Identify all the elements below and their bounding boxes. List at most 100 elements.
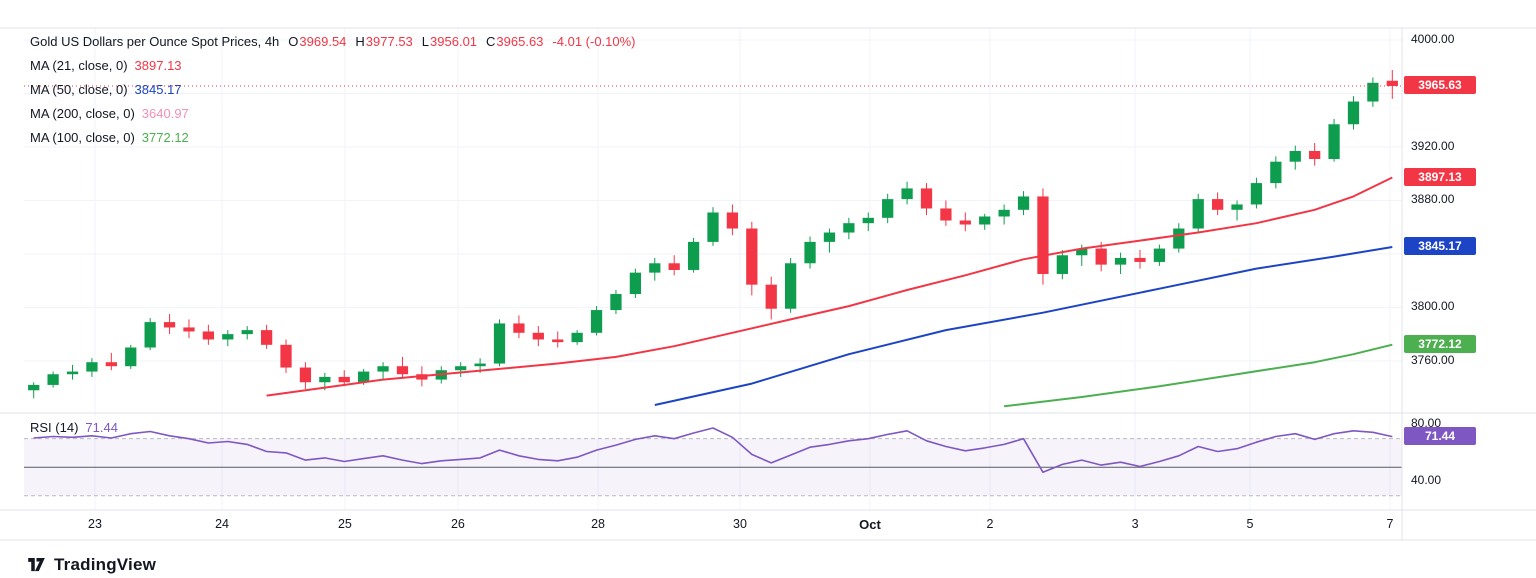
tradingview-logo-icon [26,554,47,575]
candle-body-down [260,330,273,345]
candle-body-up [571,332,583,343]
candle-body-down [1309,150,1321,160]
candle-body-down [299,367,312,383]
candle-body-up [1153,248,1166,262]
candle-body-down [105,362,117,367]
candle-body-up [358,371,370,383]
candle-body-down [513,323,525,333]
candle-body-up [86,362,98,372]
tradingview-logo-text: TradingView [54,554,157,574]
candle-body-up [979,216,991,225]
candle-body-down [1095,248,1107,265]
candle-body-up [493,323,506,364]
candle-body-up [901,188,913,200]
price-badge: 3845.17 [1404,237,1476,255]
time-label-25: 25 [337,517,352,531]
candle-body-up [1367,82,1379,102]
time-label-7: 7 [1386,517,1394,531]
ma100-line [1003,343,1393,408]
candle-body-down [338,376,350,383]
price-axis[interactable]: 4000.00 3920.00 3880.00 3800.00 3760.00 80.00… [1402,0,1536,578]
rsi-line [33,427,1393,473]
candle-body-up [998,209,1010,217]
candle-body-up [377,366,389,372]
ma50-line [654,246,1393,406]
candle-body-up [144,322,156,348]
candle-body-up [687,241,700,270]
candle-body-down [668,263,680,270]
candle-body-up [125,347,137,367]
price-tick-label: 3800.00 [1411,299,1455,314]
candle-body-up [1270,161,1282,184]
candle-body-up [28,384,40,391]
candle-body-up [1017,196,1030,210]
candle-body-up [474,363,486,367]
candle-body-down [280,344,292,368]
candle-body-up [707,212,719,242]
time-label-oct: Oct [859,517,881,532]
candle-body-down [532,332,544,340]
price-tick-label: 3920.00 [1411,138,1455,153]
candle-body-up [1076,248,1088,256]
candle-body-up [1231,204,1243,210]
candle-body-up [66,371,79,375]
price-tick-label: 4000.00 [1411,32,1455,47]
candle-body-down [552,339,564,343]
time-axis[interactable]: 23 24 25 26 28 30 Oct 2 3 5 7 [0,510,1536,540]
candle-body-down [202,331,215,340]
candle-body-down [920,188,933,209]
price-badge: 3965.63 [1404,75,1476,94]
candle-body-down [1134,257,1146,262]
candle-body-down [183,327,195,332]
candle-body-up [455,366,467,371]
candle-body-down [746,228,758,285]
rsi-tick-label: 40.00 [1411,473,1442,488]
candle-body-up [649,263,661,273]
candle-body-down [1037,196,1049,274]
time-label-23: 23 [88,517,102,531]
candle-body-down [1386,80,1398,86]
time-label-2: 2 [986,517,994,531]
time-label-3: 3 [1131,517,1139,531]
candle-body-up [610,294,622,311]
candle-body-up [882,199,894,218]
candle-body-up [1347,101,1360,125]
candle-body-up [1114,257,1127,265]
candle-body-up [241,330,253,335]
tradingview-logo[interactable]: TradingView [26,554,156,575]
price-tick-label: 3880.00 [1411,192,1455,207]
time-label-26: 26 [450,517,465,531]
candle-body-up [843,223,855,233]
candle-body-up [47,374,59,385]
time-label-5: 5 [1246,517,1254,531]
candle-body-up [222,334,234,340]
price-badge: 3897.13 [1404,167,1476,186]
candle-body-down [959,220,971,225]
candle-body-up [785,263,797,309]
candle-body-down [396,366,409,375]
candle-body-up [1289,150,1301,162]
rsi-badge: 71.44 [1404,426,1476,445]
candle-body-up [590,310,603,333]
candle-body-up [1173,228,1185,249]
candle-body-up [862,217,874,224]
candle-body-up [629,272,641,295]
candle-body-down [765,284,777,309]
price-badge: 3772.12 [1404,334,1476,353]
ma21-line [266,176,1393,397]
candle-body-up [319,376,331,383]
candle-body-down [163,322,176,328]
time-label-24: 24 [215,517,229,531]
candle-body-up [1250,183,1263,205]
time-label-28: 28 [591,517,606,531]
candle-body-down [726,212,739,229]
candle-body-up [804,241,816,264]
candle-body-down [1211,199,1224,210]
candle-body-up [1056,255,1068,274]
price-tick-label: 3760.00 [1411,352,1455,367]
time-label-30: 30 [733,517,747,531]
candle-body-up [1192,199,1204,229]
candle-body-up [1328,124,1340,160]
